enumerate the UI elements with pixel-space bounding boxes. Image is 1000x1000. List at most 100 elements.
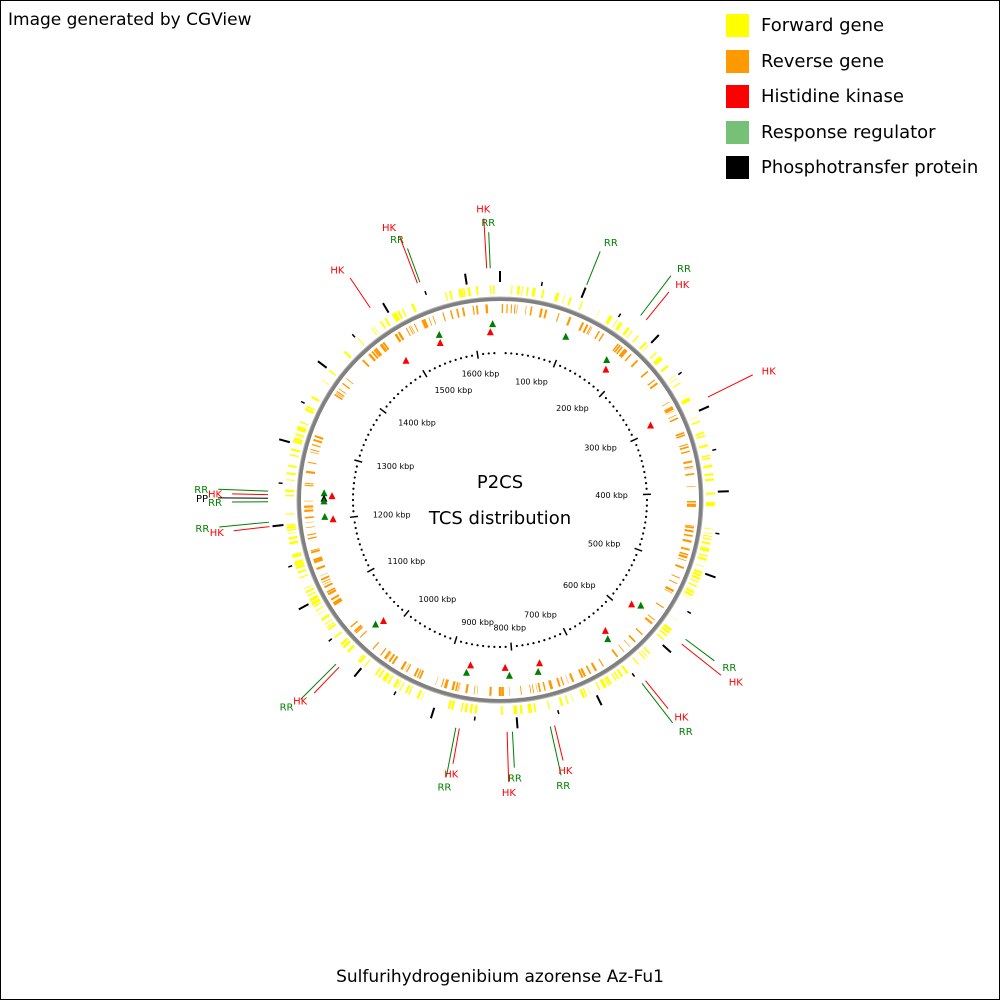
kbp-major-tick	[630, 437, 639, 443]
hk-marker	[602, 365, 610, 373]
forward-gene	[595, 309, 601, 318]
forward-gene	[698, 444, 709, 449]
forward-gene	[696, 434, 706, 439]
forward-gene	[328, 369, 337, 377]
forward-gene	[638, 651, 646, 660]
forward-gene	[570, 693, 574, 703]
scale-dot	[639, 543, 642, 546]
forward-gene	[640, 649, 648, 657]
reverse-gene	[440, 678, 445, 688]
forward-gene	[605, 675, 612, 685]
scale-dot	[553, 635, 557, 638]
forward-gene	[306, 405, 315, 411]
hk-callout-line	[452, 728, 460, 764]
outer-tick	[393, 691, 397, 696]
forward-gene	[653, 356, 662, 364]
reverse-gene	[649, 382, 658, 390]
reverse-gene	[456, 308, 460, 318]
scale-dot	[459, 640, 463, 643]
reverse-gene	[647, 379, 656, 386]
hk-marker	[380, 617, 388, 625]
outer-tick	[662, 644, 672, 654]
reverse-gene	[519, 685, 522, 695]
rr-callout-line	[685, 638, 715, 662]
reverse-gene	[612, 343, 619, 352]
reverse-gene	[445, 679, 449, 689]
forward-gene	[514, 705, 518, 715]
forward-gene	[605, 315, 612, 325]
scale-dot	[543, 358, 546, 361]
hk-marker	[628, 600, 636, 608]
kbp-tick-label: 900 kbp	[461, 618, 494, 627]
scale-dot	[622, 578, 625, 582]
reverse-gene	[326, 587, 336, 594]
reverse-gene	[394, 333, 402, 343]
scale-dot	[449, 360, 452, 363]
forward-gene	[295, 564, 305, 570]
reverse-gene	[565, 675, 569, 684]
forward-gene	[289, 540, 299, 545]
reverse-gene	[683, 460, 693, 465]
kbp-major-tick	[562, 627, 568, 636]
forward-gene	[554, 292, 560, 303]
hk-callout-line	[506, 731, 510, 782]
reverse-gene	[582, 324, 589, 334]
forward-gene	[656, 633, 665, 641]
forward-gene-track	[285, 285, 715, 715]
forward-gene	[458, 288, 462, 298]
reverse-gene	[582, 324, 588, 333]
reverse-gene	[529, 306, 533, 316]
forward-gene	[617, 323, 624, 332]
forward-gene	[387, 675, 394, 684]
reverse-gene	[334, 599, 343, 606]
rr-callout-line	[488, 232, 491, 269]
reverse-gene	[362, 359, 370, 368]
reverse-gene	[313, 556, 323, 562]
reverse-gene	[311, 443, 321, 448]
scale-dot	[537, 357, 541, 360]
reverse-gene	[379, 344, 387, 353]
reverse-gene	[664, 406, 673, 412]
reverse-gene	[380, 344, 387, 352]
scale-dot	[588, 615, 591, 619]
hk-callout-label: HK	[208, 490, 223, 501]
scale-dot	[487, 352, 490, 355]
scale-dot	[574, 372, 577, 375]
forward-gene	[293, 437, 303, 443]
reverse-gene	[384, 650, 392, 660]
kbp-major-tick	[476, 350, 479, 359]
scale-dot	[367, 564, 370, 567]
forward-gene	[374, 667, 382, 676]
reverse-gene	[677, 557, 687, 562]
scale-dot	[645, 498, 649, 502]
reverse-gene	[398, 331, 405, 340]
forward-gene	[474, 704, 478, 714]
reverse-gene	[679, 551, 689, 556]
reverse-gene	[635, 627, 643, 636]
forward-gene	[299, 574, 309, 579]
reverse-gene	[350, 620, 359, 628]
kbp-major-tick	[552, 359, 558, 368]
outer-tick	[687, 610, 692, 615]
scale-dot	[372, 423, 375, 426]
forward-gene	[703, 464, 713, 469]
rr-marker	[489, 320, 497, 328]
forward-gene	[292, 552, 302, 557]
reverse-gene	[624, 353, 632, 362]
forward-gene	[289, 454, 299, 458]
scale-dot	[352, 493, 355, 496]
scale-dot	[622, 418, 625, 422]
forward-gene	[293, 440, 303, 445]
kbp-major-tick	[598, 390, 606, 398]
rr-callout-label: RR	[677, 264, 691, 275]
forward-gene	[295, 563, 305, 568]
scale-dot	[515, 352, 518, 356]
reverse-gene	[675, 431, 685, 437]
reverse-gene	[305, 521, 315, 524]
forward-gene	[287, 528, 297, 532]
scale-dot	[476, 644, 479, 647]
scale-dot	[592, 385, 595, 388]
scale-dot	[354, 470, 357, 474]
forward-gene	[444, 291, 449, 301]
forward-gene	[700, 547, 710, 551]
